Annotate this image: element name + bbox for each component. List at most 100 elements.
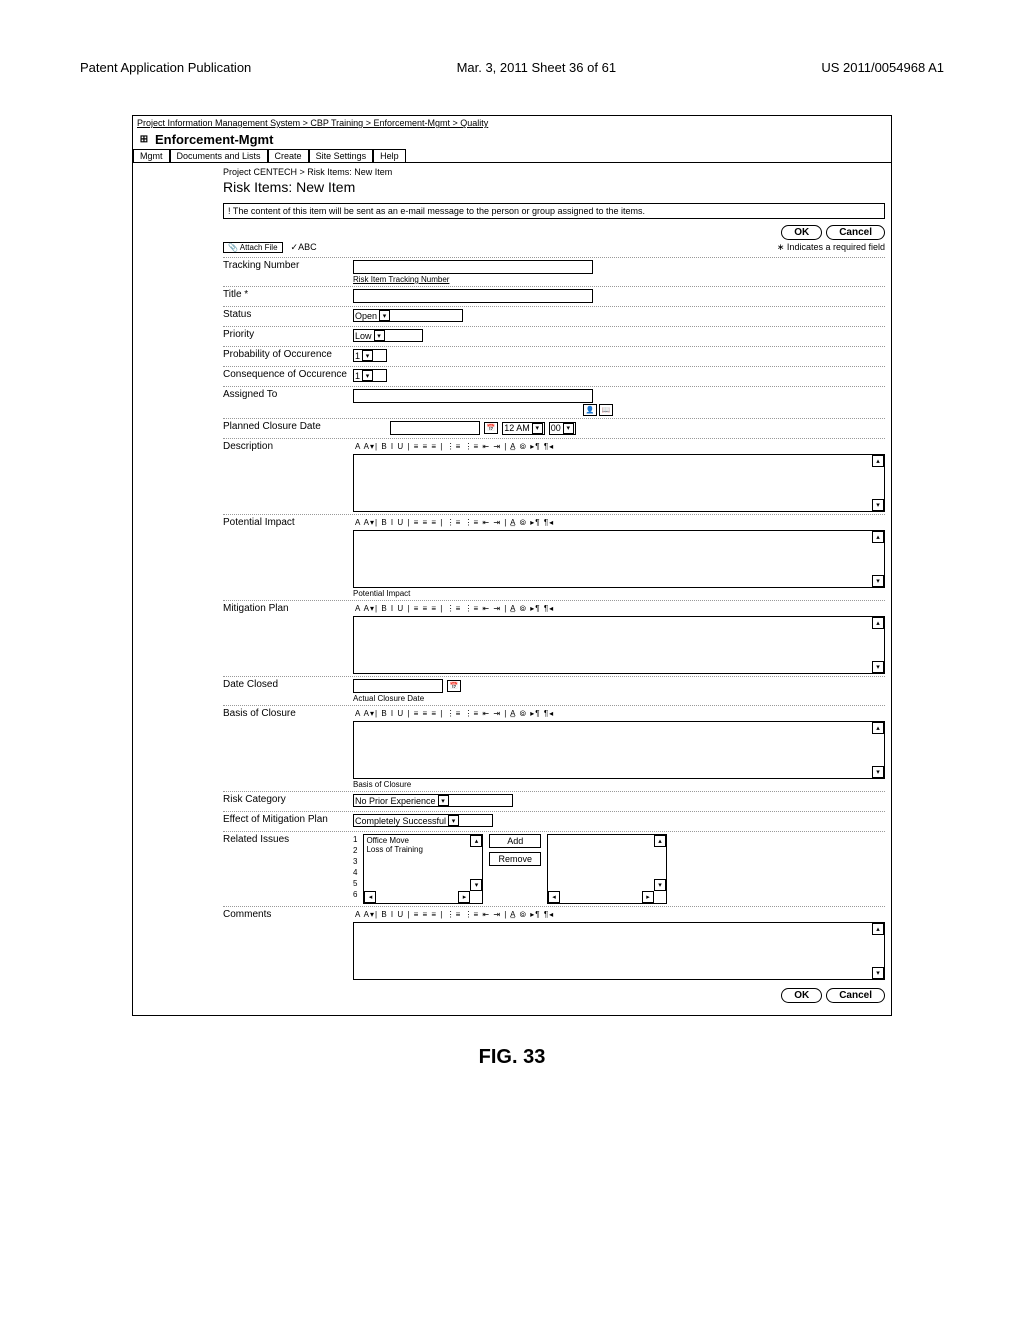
add-button[interactable]: Add — [489, 834, 541, 848]
tab-help[interactable]: Help — [373, 149, 406, 162]
rte-toolbar[interactable]: A A▾| B I U | ≡ ≡ ≡ | ⋮≡ ⋮≡ ⇤ ⇥ | A̲ ⦾ ▸… — [353, 708, 885, 720]
basis-closure-editor[interactable]: ▴ ▾ — [353, 721, 885, 779]
rte-toolbar[interactable]: A A▾| B I U | ≡ ≡ ≡ | ⋮≡ ⋮≡ ⇤ ⇥ | A̲ ⦾ ▸… — [353, 517, 885, 529]
available-issues-listbox[interactable]: Office Move Loss of Training ▴ ▾ ◂ ▸ — [363, 834, 483, 904]
tracking-number-helper: Risk Item Tracking Number — [353, 275, 885, 284]
description-editor[interactable]: ▴ ▾ — [353, 454, 885, 512]
mitigation-plan-editor[interactable]: ▴ ▾ — [353, 616, 885, 674]
page-breadcrumb[interactable]: Project CENTECH > Risk Items: New Item — [223, 167, 885, 177]
mitigation-plan-label: Mitigation Plan — [223, 603, 353, 674]
scroll-left-icon[interactable]: ◂ — [364, 891, 376, 903]
planned-closure-minute-select[interactable]: 00 ▾ — [549, 422, 576, 435]
chevron-down-icon: ▾ — [438, 795, 449, 806]
cancel-button-bottom[interactable]: Cancel — [826, 988, 885, 1003]
scroll-down-icon[interactable]: ▾ — [872, 575, 884, 587]
planned-closure-hour-select[interactable]: 12 AM ▾ — [502, 422, 545, 435]
scroll-down-icon[interactable]: ▾ — [872, 766, 884, 778]
tracking-number-input[interactable] — [353, 260, 593, 274]
scroll-left-icon[interactable]: ◂ — [548, 891, 560, 903]
scroll-up-icon[interactable]: ▴ — [872, 455, 884, 467]
rte-toolbar[interactable]: A A▾| B I U | ≡ ≡ ≡ | ⋮≡ ⋮≡ ⇤ ⇥ | A̲ ⦾ ▸… — [353, 603, 885, 615]
potential-impact-editor[interactable]: ▴ ▾ — [353, 530, 885, 588]
priority-value: Low — [355, 331, 372, 341]
priority-select[interactable]: Low ▾ — [353, 329, 423, 342]
scroll-up-icon[interactable]: ▴ — [872, 617, 884, 629]
scroll-right-icon[interactable]: ▸ — [642, 891, 654, 903]
date-closed-input[interactable] — [353, 679, 443, 693]
top-action-row: OK Cancel — [223, 225, 885, 240]
list-item[interactable]: Loss of Training — [366, 845, 470, 854]
planned-closure-label: Planned Closure Date — [223, 421, 353, 436]
ok-button-top[interactable]: OK — [781, 225, 822, 240]
chevron-down-icon: ▾ — [448, 815, 459, 826]
tab-site-settings[interactable]: Site Settings — [309, 149, 374, 162]
email-notice: ! The content of this item will be sent … — [223, 203, 885, 219]
planned-closure-date-input[interactable] — [390, 421, 480, 435]
site-title-bar: ⊞ Enforcement-Mgmt — [133, 130, 891, 149]
required-note: ∗ Indicates a required field — [777, 242, 885, 253]
remove-button[interactable]: Remove — [489, 852, 541, 866]
scroll-down-icon[interactable]: ▾ — [872, 661, 884, 673]
status-label: Status — [223, 309, 353, 324]
row-numbers: 1 2 3 4 5 6 — [353, 834, 357, 900]
priority-label: Priority — [223, 329, 353, 344]
address-book-icon[interactable]: 📖 — [599, 404, 613, 416]
description-label: Description — [223, 441, 353, 512]
header-right: US 2011/0054968 A1 — [821, 60, 944, 75]
title-input[interactable] — [353, 289, 593, 303]
tab-create[interactable]: Create — [268, 149, 309, 162]
calendar-icon[interactable]: 📅 — [447, 680, 461, 692]
check-names-icon[interactable]: 👤 — [583, 404, 597, 416]
scroll-down-icon[interactable]: ▾ — [872, 499, 884, 511]
selected-issues-listbox[interactable]: ▴ ▾ ◂ ▸ — [547, 834, 667, 904]
potential-impact-label: Potential Impact — [223, 517, 353, 598]
related-issues-label: Related Issues — [223, 834, 353, 904]
planned-closure-minute: 00 — [551, 423, 561, 433]
scroll-up-icon[interactable]: ▴ — [872, 923, 884, 935]
consequence-select[interactable]: 1 ▾ — [353, 369, 387, 382]
chevron-down-icon: ▾ — [563, 423, 574, 434]
comments-editor[interactable]: ▴ ▾ — [353, 922, 885, 980]
scroll-down-icon[interactable]: ▾ — [654, 879, 666, 891]
status-select[interactable]: Open ▾ — [353, 309, 463, 322]
assigned-to-label: Assigned To — [223, 389, 353, 416]
tab-mgmt[interactable]: Mgmt — [133, 149, 170, 162]
chevron-down-icon: ▾ — [379, 310, 390, 321]
scroll-up-icon[interactable]: ▴ — [470, 835, 482, 847]
date-closed-helper: Actual Closure Date — [353, 694, 885, 703]
scroll-right-icon[interactable]: ▸ — [458, 891, 470, 903]
tab-bar: Mgmt Documents and Lists Create Site Set… — [133, 149, 891, 163]
scroll-down-icon[interactable]: ▾ — [470, 879, 482, 891]
chevron-down-icon: ▾ — [532, 423, 543, 434]
tab-documents-lists[interactable]: Documents and Lists — [170, 149, 268, 162]
list-item[interactable]: Office Move — [366, 836, 470, 845]
scroll-up-icon[interactable]: ▴ — [872, 722, 884, 734]
header-center: Mar. 3, 2011 Sheet 36 of 61 — [457, 60, 617, 75]
effect-mitigation-select[interactable]: Completely Successful ▾ — [353, 814, 493, 827]
probability-select[interactable]: 1 ▾ — [353, 349, 387, 362]
chevron-down-icon: ▾ — [362, 370, 373, 381]
status-value: Open — [355, 311, 377, 321]
calendar-icon[interactable]: 📅 — [484, 422, 498, 434]
scroll-up-icon[interactable]: ▴ — [872, 531, 884, 543]
figure-caption: FIG. 33 — [80, 1046, 944, 1069]
site-icon: ⊞ — [137, 133, 151, 147]
scroll-down-icon[interactable]: ▾ — [872, 967, 884, 979]
comments-label: Comments — [223, 909, 353, 980]
cancel-button-top[interactable]: Cancel — [826, 225, 885, 240]
rte-toolbar[interactable]: A A▾| B I U | ≡ ≡ ≡ | ⋮≡ ⋮≡ ⇤ ⇥ | A̲ ⦾ ▸… — [353, 909, 885, 921]
probability-value: 1 — [355, 351, 360, 361]
patent-page-header: Patent Application Publication Mar. 3, 2… — [80, 60, 944, 75]
assigned-to-input[interactable] — [353, 389, 593, 403]
attach-file-button[interactable]: 📎 Attach File — [223, 242, 283, 253]
spellcheck-button[interactable]: ✓ABC — [291, 242, 317, 253]
consequence-label: Consequence of Occurence — [223, 369, 353, 384]
rte-toolbar[interactable]: A A▾| B I U | ≡ ≡ ≡ | ⋮≡ ⋮≡ ⇤ ⇥ | A̲ ⦾ ▸… — [353, 441, 885, 453]
breadcrumb[interactable]: Project Information Management System > … — [133, 116, 891, 130]
consequence-value: 1 — [355, 371, 360, 381]
chevron-down-icon: ▾ — [374, 330, 385, 341]
scroll-up-icon[interactable]: ▴ — [654, 835, 666, 847]
planned-closure-hour: 12 AM — [504, 423, 530, 433]
risk-category-select[interactable]: No Prior Experience ▾ — [353, 794, 513, 807]
ok-button-bottom[interactable]: OK — [781, 988, 822, 1003]
